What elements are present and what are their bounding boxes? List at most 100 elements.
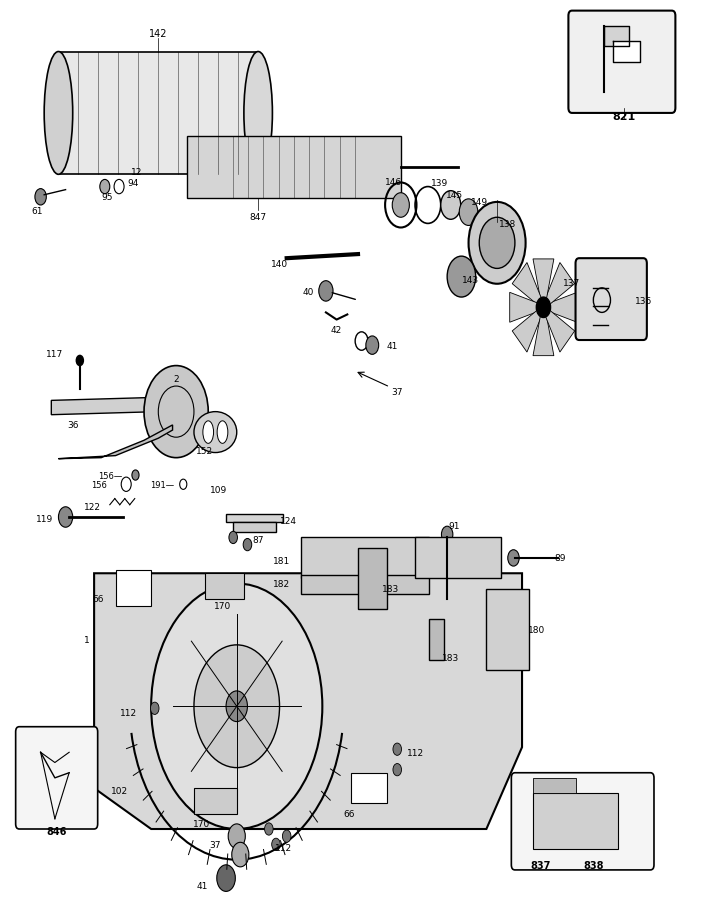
Bar [194, 788, 237, 814]
Text: 146: 146 [385, 178, 402, 187]
Circle shape [459, 199, 478, 226]
Text: 156—: 156— [97, 471, 122, 480]
Text: 142: 142 [149, 29, 168, 39]
Circle shape [229, 531, 238, 544]
Polygon shape [59, 426, 173, 459]
Text: 40: 40 [302, 288, 314, 297]
Text: 102: 102 [110, 786, 127, 795]
Bar [351, 773, 387, 804]
Text: 182: 182 [273, 579, 290, 588]
Circle shape [132, 471, 139, 481]
Text: 170: 170 [214, 602, 231, 611]
Circle shape [243, 538, 252, 551]
Polygon shape [604, 27, 629, 48]
Ellipse shape [244, 52, 272, 175]
Text: 41: 41 [197, 880, 208, 889]
Text: 91: 91 [448, 521, 460, 530]
Polygon shape [533, 260, 554, 300]
Circle shape [77, 356, 83, 366]
Bar [533, 778, 576, 794]
FancyBboxPatch shape [569, 12, 675, 114]
Circle shape [393, 764, 402, 776]
Text: 124: 124 [280, 516, 296, 525]
Text: 180: 180 [528, 625, 545, 634]
Circle shape [194, 645, 279, 768]
Circle shape [442, 527, 453, 543]
Circle shape [35, 189, 47, 206]
Bar [205, 574, 244, 599]
Text: 137: 137 [563, 279, 581, 288]
Text: 152: 152 [196, 446, 213, 456]
Text: 109: 109 [211, 485, 228, 494]
Circle shape [228, 824, 246, 849]
Circle shape [150, 703, 159, 714]
Circle shape [536, 298, 551, 318]
Circle shape [366, 336, 379, 355]
Text: 112: 112 [274, 843, 291, 852]
Polygon shape [226, 514, 283, 522]
Bar [59, 52, 258, 175]
Circle shape [392, 194, 410, 218]
Text: 89: 89 [554, 554, 566, 563]
Text: 838: 838 [583, 860, 604, 870]
Text: 181: 181 [273, 557, 290, 566]
Circle shape [271, 838, 280, 851]
Text: 37: 37 [392, 387, 403, 396]
Text: 119: 119 [37, 514, 54, 523]
Polygon shape [94, 574, 522, 829]
Polygon shape [52, 398, 158, 415]
Ellipse shape [194, 412, 237, 453]
Text: 87: 87 [253, 536, 264, 545]
Ellipse shape [203, 421, 213, 444]
Text: 12: 12 [131, 168, 142, 177]
Text: 112: 112 [120, 708, 137, 717]
Text: 136: 136 [634, 296, 652, 305]
Text: 37: 37 [210, 840, 221, 849]
Circle shape [226, 691, 248, 722]
Text: 122: 122 [84, 502, 101, 511]
Circle shape [217, 865, 236, 891]
Text: 837: 837 [531, 860, 551, 870]
Text: 112: 112 [407, 748, 424, 757]
Bar [486, 589, 529, 671]
Bar [187, 137, 401, 198]
Circle shape [393, 743, 402, 756]
Circle shape [468, 203, 526, 284]
Text: 95: 95 [101, 193, 112, 202]
Polygon shape [233, 522, 276, 533]
Circle shape [448, 257, 475, 298]
Text: 145: 145 [446, 191, 463, 200]
Text: 846: 846 [46, 826, 67, 836]
Bar [301, 538, 430, 579]
Bar [358, 548, 387, 610]
Text: 117: 117 [47, 349, 64, 358]
Polygon shape [510, 293, 538, 323]
Circle shape [232, 842, 249, 867]
Text: 66: 66 [343, 809, 354, 818]
Polygon shape [548, 293, 577, 323]
Circle shape [59, 507, 73, 528]
Text: 36: 36 [67, 421, 79, 430]
FancyBboxPatch shape [16, 727, 97, 829]
Text: 156: 156 [91, 480, 107, 489]
Text: 2: 2 [173, 375, 179, 384]
Bar [415, 538, 500, 579]
Polygon shape [512, 263, 542, 306]
Circle shape [441, 191, 460, 220]
Text: 140: 140 [271, 260, 288, 269]
FancyBboxPatch shape [511, 773, 654, 870]
Circle shape [144, 366, 208, 458]
Text: 139: 139 [432, 179, 449, 188]
Text: 1: 1 [84, 636, 90, 645]
Text: 191—: 191— [150, 480, 174, 489]
Circle shape [151, 584, 322, 829]
Bar [301, 575, 430, 594]
Text: 41: 41 [387, 341, 398, 350]
Circle shape [100, 180, 110, 195]
Ellipse shape [44, 52, 73, 175]
Text: 66: 66 [92, 594, 103, 603]
Circle shape [479, 218, 515, 269]
Text: 143: 143 [462, 276, 479, 285]
Text: 149: 149 [470, 198, 488, 207]
Text: 183: 183 [382, 584, 399, 594]
